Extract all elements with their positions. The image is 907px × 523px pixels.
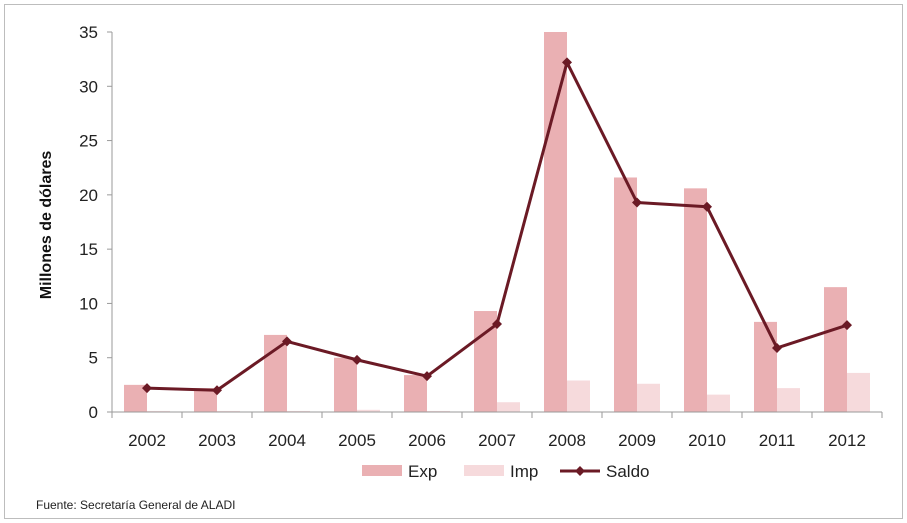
bar-imp-2007 [497,402,520,412]
legend-swatch-exp [362,465,402,476]
legend-swatch-imp [464,465,504,476]
x-tick-label: 2011 [759,431,796,450]
saldo-point-2003 [212,385,222,396]
bar-imp-2003 [217,410,240,412]
bars [124,32,870,412]
bar-imp-2004 [287,410,310,412]
legend-marker-saldo [575,466,585,476]
bar-exp-2010 [684,188,707,412]
x-tick-label: 2010 [688,431,726,450]
bar-imp-2002 [147,410,170,412]
bar-imp-2012 [847,372,870,412]
y-axis-label: Millones de dólares [38,151,55,300]
y-tick-label: 15 [79,240,98,259]
bar-exp-2004 [264,334,287,412]
y-tick-label: 10 [79,294,98,313]
y-tick-label: 0 [89,403,98,422]
bar-imp-2006 [427,410,450,412]
bar-exp-2006 [404,375,427,412]
source-note: Fuente: Secretaría General de ALADI [36,498,236,512]
x-tick-label: 2006 [408,431,446,450]
legend-label-exp: Exp [408,462,437,481]
bar-imp-2009 [637,383,660,412]
legend: Exp Imp Saldo [362,462,649,481]
chart-frame [4,4,903,519]
saldo-point-2012 [842,320,852,331]
saldo-point-2007 [492,319,502,330]
x-tick-label: 2012 [828,431,866,450]
y-tick-label: 25 [79,132,98,151]
x-tick-label: 2002 [128,431,166,450]
x-tick-label: 2005 [338,431,376,450]
bar-exp-2012 [824,287,847,412]
bar-imp-2008 [567,380,590,412]
bar-exp-2011 [754,321,777,412]
x-tick-label: 2004 [268,431,306,450]
saldo-point-2005 [352,354,362,365]
x-tick-label: 2007 [478,431,516,450]
saldo-point-2006 [422,371,432,382]
saldo-point-2008 [562,57,572,68]
saldo-point-2011 [772,342,782,353]
y-tick-label: 5 [89,349,98,368]
saldo-point-2004 [282,336,292,347]
x-axis: 2002 2003 2004 2005 2006 2007 2008 2009 2010 2011… [111,411,883,450]
bar-exp-2003 [194,388,217,412]
legend-label-saldo: Saldo [606,462,649,481]
y-tick-label: 35 [79,23,98,42]
y-tick-label: 20 [79,186,98,205]
saldo-point-2009 [632,197,642,208]
x-tick-label: 2003 [198,431,236,450]
x-tick-label: 2009 [618,431,656,450]
bar-imp-2011 [777,388,800,412]
bar-exp-2005 [334,357,357,412]
bar-imp-2005 [357,409,380,412]
bar-exp-2008 [544,32,567,412]
x-tick-label: 2008 [548,431,586,450]
legend-label-imp: Imp [510,462,538,481]
bar-exp-2002 [124,384,147,412]
saldo-line-group [142,57,852,396]
y-axis: 0 5 10 15 20 25 30 35 [79,23,113,422]
saldo-point-2002 [142,383,152,394]
bar-exp-2009 [614,177,637,412]
saldo-point-2010 [702,201,712,212]
bar-imp-2010 [707,394,730,412]
y-tick-label: 30 [79,77,98,96]
